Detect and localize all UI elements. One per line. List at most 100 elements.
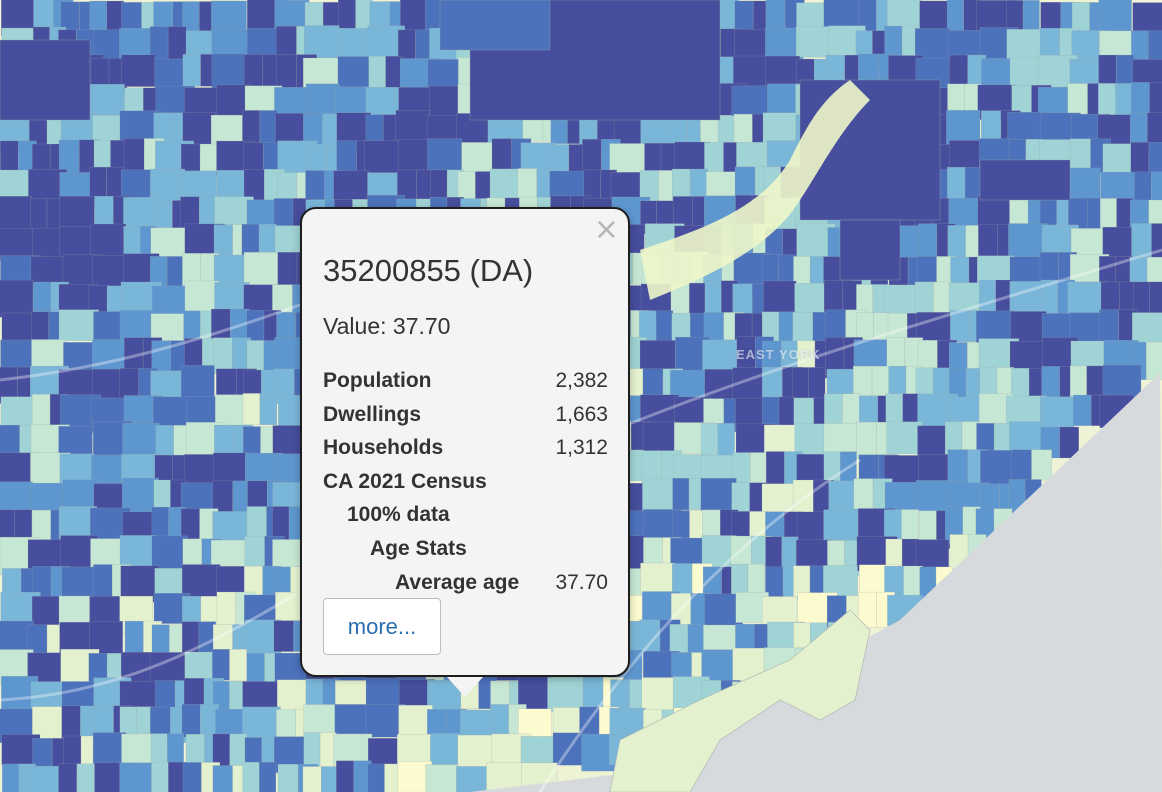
dissemination-area-636[interactable]: [655, 310, 674, 344]
dissemination-area-273[interactable]: [243, 142, 264, 174]
large-area-4[interactable]: [979, 159, 1071, 201]
dissemination-area-656[interactable]: [976, 310, 1015, 344]
dissemination-area-826[interactable]: [58, 426, 93, 458]
dissemination-area-1316[interactable]: [333, 733, 373, 766]
dissemination-area-859[interactable]: [856, 421, 877, 460]
dissemination-area-70[interactable]: [304, 25, 340, 60]
dissemination-area-436[interactable]: [59, 226, 95, 261]
dissemination-area-902[interactable]: [765, 451, 785, 485]
dissemination-area-477[interactable]: [918, 223, 938, 260]
dissemination-area-1303[interactable]: [92, 732, 127, 764]
dissemination-area-592[interactable]: [914, 281, 934, 318]
dissemination-area-1093[interactable]: [672, 563, 693, 595]
dissemination-area-1332[interactable]: [76, 763, 96, 792]
dissemination-area-1347[interactable]: [336, 760, 354, 792]
dissemination-area-955[interactable]: [853, 478, 874, 510]
dissemination-area-654[interactable]: [950, 310, 970, 343]
dissemination-area-861[interactable]: [886, 421, 923, 455]
dissemination-area-375[interactable]: [59, 196, 95, 228]
dissemination-area-1330[interactable]: [27, 765, 65, 792]
dissemination-area-372[interactable]: [0, 195, 32, 231]
dissemination-area-810[interactable]: [842, 393, 861, 426]
dissemination-area-1101[interactable]: [793, 565, 811, 598]
dissemination-area-345[interactable]: [639, 170, 659, 202]
dissemination-area-1349[interactable]: [367, 763, 385, 792]
dissemination-area-1343[interactable]: [277, 764, 299, 792]
dissemination-area-55[interactable]: [1132, 2, 1162, 34]
dissemination-area-966[interactable]: [31, 509, 51, 542]
dissemination-area-1267[interactable]: [61, 705, 81, 739]
dissemination-area-809[interactable]: [824, 393, 843, 426]
dissemination-area-1335[interactable]: [151, 761, 169, 792]
dissemination-area-362[interactable]: [947, 166, 966, 200]
dissemination-area-978[interactable]: [272, 506, 290, 542]
dissemination-area-217[interactable]: [242, 110, 261, 146]
dissemination-area-318[interactable]: [89, 166, 107, 201]
dissemination-area-754[interactable]: [792, 367, 809, 401]
dissemination-area-319[interactable]: [106, 166, 124, 201]
dissemination-area-673[interactable]: [213, 337, 233, 374]
dissemination-area-784[interactable]: [259, 393, 277, 425]
dissemination-area-438[interactable]: [123, 225, 141, 258]
dissemination-area-49[interactable]: [1022, 0, 1040, 32]
dissemination-area-820[interactable]: [1072, 394, 1092, 426]
dissemination-area-1066[interactable]: [93, 564, 113, 597]
close-icon[interactable]: ×: [593, 212, 619, 247]
dissemination-area-727[interactable]: [180, 365, 215, 398]
dissemination-area-282[interactable]: [427, 138, 463, 175]
dissemination-area-225[interactable]: [395, 110, 430, 141]
dissemination-area-705[interactable]: [853, 339, 889, 371]
dissemination-area-430[interactable]: [1099, 198, 1117, 230]
dissemination-area-291[interactable]: [609, 143, 646, 174]
dissemination-area-1278[interactable]: [242, 706, 281, 739]
dissemination-area-869[interactable]: [1059, 426, 1079, 459]
dissemination-area-368[interactable]: [1067, 167, 1101, 199]
dissemination-area-1207[interactable]: [246, 653, 265, 686]
dissemination-area-125[interactable]: [368, 56, 386, 89]
dissemination-area-1342[interactable]: [259, 762, 277, 792]
large-area-5[interactable]: [0, 39, 91, 121]
dissemination-area-948[interactable]: [700, 478, 737, 516]
dissemination-area-1019[interactable]: [119, 535, 156, 570]
large-area-3[interactable]: [839, 219, 901, 281]
dissemination-area-583[interactable]: [732, 283, 753, 317]
dissemination-area-243[interactable]: [762, 112, 797, 146]
dissemination-area-915[interactable]: [1031, 449, 1052, 481]
dissemination-area-595[interactable]: [979, 279, 996, 312]
dissemination-area-1345[interactable]: [302, 766, 322, 792]
dissemination-area-114[interactable]: [121, 54, 156, 87]
dissemination-area-1352[interactable]: [425, 764, 460, 792]
dissemination-area-102[interactable]: [1006, 29, 1045, 61]
dissemination-area-118[interactable]: [211, 53, 246, 91]
dissemination-area-1331[interactable]: [58, 763, 78, 792]
dissemination-area-946[interactable]: [672, 478, 690, 511]
dissemination-area-1353[interactable]: [456, 766, 493, 792]
dissemination-area-911[interactable]: [947, 449, 969, 485]
dissemination-area-423[interactable]: [977, 195, 1014, 230]
dissemination-area-854[interactable]: [717, 423, 735, 457]
dissemination-area-924[interactable]: [212, 480, 233, 514]
dissemination-area-376[interactable]: [94, 195, 114, 229]
dissemination-area-773[interactable]: [1102, 364, 1142, 400]
dissemination-area-152[interactable]: [949, 54, 968, 86]
dissemination-area-858[interactable]: [823, 423, 858, 457]
dissemination-area-901[interactable]: [750, 452, 768, 488]
dissemination-area-1337[interactable]: [182, 762, 202, 792]
dissemination-area-267[interactable]: [123, 138, 145, 172]
dissemination-area-251[interactable]: [981, 110, 1002, 143]
dissemination-area-853[interactable]: [700, 423, 718, 457]
dissemination-area-495[interactable]: [166, 256, 185, 288]
dissemination-area-263[interactable]: [58, 139, 80, 174]
dissemination-area-1341[interactable]: [242, 762, 260, 792]
dissemination-area-587[interactable]: [823, 280, 844, 313]
dissemination-area-585[interactable]: [763, 280, 797, 315]
dissemination-area-259[interactable]: [0, 140, 19, 173]
dissemination-area-289[interactable]: [582, 138, 602, 175]
dissemination-area-1339[interactable]: [212, 765, 233, 792]
more-button[interactable]: more...: [323, 598, 441, 655]
dissemination-area-614[interactable]: [211, 308, 231, 341]
dissemination-area-1098[interactable]: [747, 563, 765, 596]
dissemination-area-914[interactable]: [1011, 449, 1032, 481]
dissemination-area-220[interactable]: [303, 113, 323, 146]
